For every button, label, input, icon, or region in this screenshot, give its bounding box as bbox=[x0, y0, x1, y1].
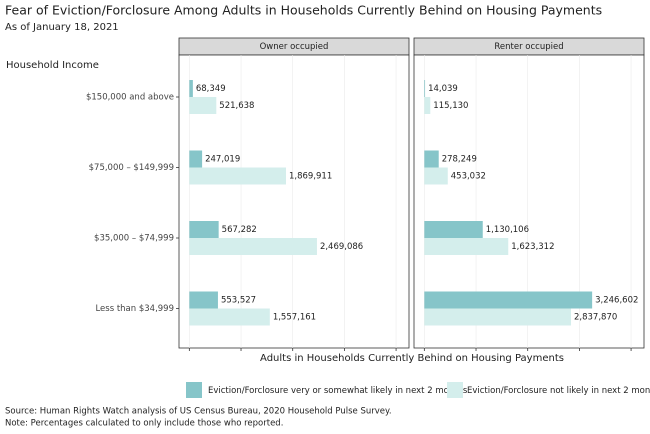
value-label: 521,638 bbox=[219, 101, 254, 111]
facet-title: Renter occupied bbox=[494, 42, 563, 52]
value-label: 3,246,602 bbox=[595, 296, 638, 306]
bar bbox=[189, 308, 270, 326]
value-label: 278,249 bbox=[442, 155, 477, 165]
bar bbox=[424, 97, 431, 114]
legend-label: Eviction/Forclosure very or somewhat lik… bbox=[208, 386, 468, 396]
bar bbox=[189, 291, 218, 309]
bar bbox=[424, 308, 572, 326]
value-label: 453,032 bbox=[451, 172, 486, 182]
y-tick-label: $150,000 and above bbox=[86, 93, 174, 103]
bar bbox=[424, 238, 509, 255]
bar bbox=[189, 221, 219, 238]
bar bbox=[189, 167, 286, 185]
value-label: 1,557,161 bbox=[273, 313, 316, 323]
x-axis-title: Adults in Households Currently Behind on… bbox=[260, 353, 564, 364]
facet-title: Owner occupied bbox=[260, 42, 329, 52]
bar bbox=[189, 97, 217, 114]
bar bbox=[189, 150, 203, 168]
value-label: 2,469,086 bbox=[320, 242, 363, 252]
y-axis-title: Household Income bbox=[6, 60, 99, 71]
chart-title: Fear of Eviction/Forclosure Among Adults… bbox=[5, 3, 602, 18]
value-label: 1,623,312 bbox=[511, 242, 554, 252]
y-tick-label: Less than $34,999 bbox=[95, 304, 174, 314]
bar bbox=[189, 80, 193, 97]
note: Note: Percentages calculated to only inc… bbox=[5, 419, 283, 429]
legend-swatch bbox=[447, 382, 463, 398]
value-label: 247,019 bbox=[205, 155, 240, 165]
value-label: 567,282 bbox=[222, 225, 257, 235]
bar bbox=[189, 238, 317, 255]
value-label: 553,527 bbox=[221, 296, 256, 306]
bar bbox=[424, 221, 483, 238]
bar bbox=[424, 291, 593, 309]
chart-subtitle: As of January 18, 2021 bbox=[5, 22, 119, 33]
bar bbox=[424, 150, 439, 168]
value-label: 14,039 bbox=[428, 84, 458, 94]
bar bbox=[424, 167, 448, 185]
value-label: 115,130 bbox=[433, 101, 468, 111]
value-label: 2,837,870 bbox=[574, 313, 617, 323]
value-label: 1,869,911 bbox=[289, 172, 332, 182]
value-label: 68,349 bbox=[196, 84, 226, 94]
value-label: 1,130,106 bbox=[486, 225, 529, 235]
bar bbox=[424, 80, 426, 97]
y-tick-label: $35,000 – $74,999 bbox=[94, 234, 174, 244]
source: Source: Human Rights Watch analysis of U… bbox=[5, 407, 392, 417]
legend-label: Eviction/Forclosure not likely in next 2… bbox=[467, 386, 650, 396]
legend-swatch bbox=[186, 382, 202, 398]
y-tick-label: $75,000 – $149,999 bbox=[89, 163, 174, 173]
